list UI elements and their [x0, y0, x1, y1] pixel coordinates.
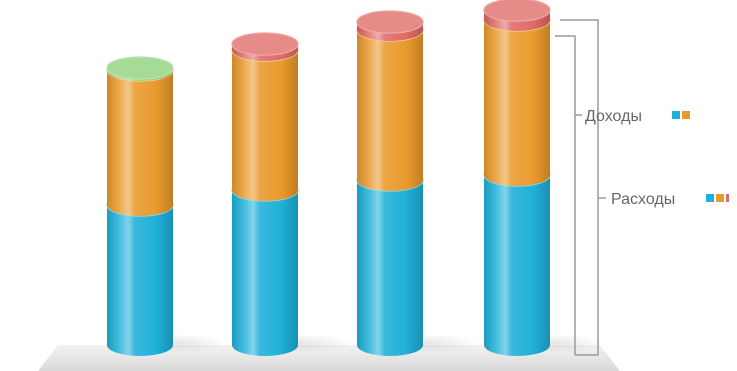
segment-blue	[357, 180, 423, 356]
legend-swatch-blue	[672, 111, 680, 119]
segment-blue	[232, 190, 298, 356]
column-4	[483, 0, 551, 356]
segment-orange	[107, 70, 173, 216]
legend-brackets	[555, 19, 606, 356]
chart-columns	[106, 0, 551, 356]
bracket-inner	[555, 35, 576, 355]
legend-swatch-orange	[716, 194, 724, 202]
column-3	[356, 10, 424, 356]
legend-label-income: Доходы	[585, 108, 642, 125]
legend-swatch-red	[726, 194, 729, 202]
bracket-outer	[560, 19, 599, 356]
segment-orange	[232, 50, 298, 201]
column-top-cap	[483, 0, 551, 22]
column-1	[106, 56, 174, 356]
legend-swatch-blue	[706, 194, 714, 202]
column-top-cap	[356, 10, 424, 34]
column-2	[231, 32, 299, 356]
legend-label-expenses: Расходы	[611, 191, 675, 208]
segment-blue	[484, 175, 550, 356]
segment-orange	[357, 30, 423, 191]
legend-swatch-orange	[682, 111, 690, 119]
legend-swatches-expenses	[706, 194, 729, 202]
column-top-cap	[106, 56, 174, 80]
legend-swatches-income	[672, 111, 690, 119]
segment-orange	[484, 20, 550, 186]
segment-blue	[107, 205, 173, 356]
column-top-cap	[231, 32, 299, 56]
